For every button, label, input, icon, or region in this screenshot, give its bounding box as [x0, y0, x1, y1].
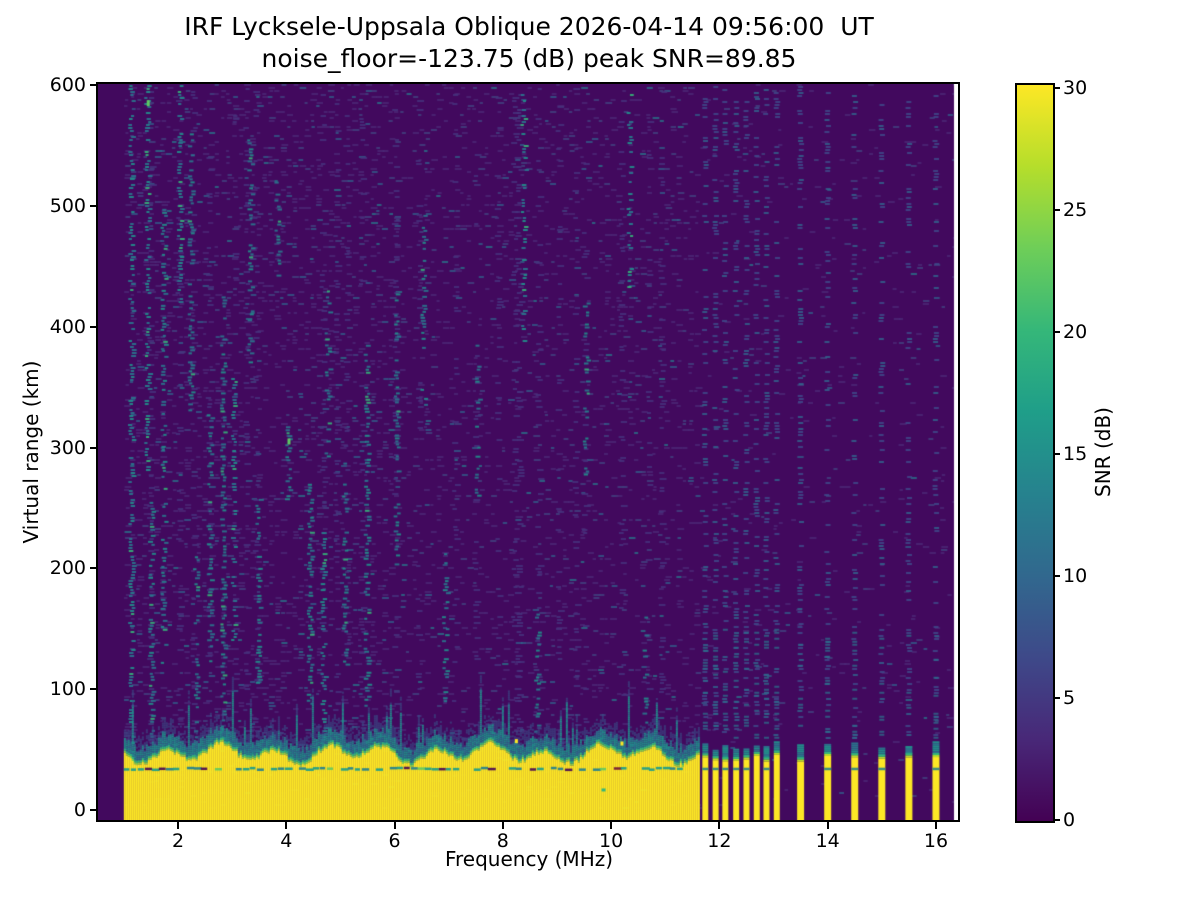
colorbar-tick-mark: [1055, 87, 1060, 89]
colorbar-tick-label: 15: [1063, 443, 1088, 465]
y-tick-mark: [90, 446, 97, 449]
y-tick-label: 0: [73, 799, 86, 821]
colorbar-tick-label: 25: [1063, 199, 1088, 221]
y-tick-mark: [90, 567, 97, 570]
colorbar-label: SNR (dB): [1091, 407, 1115, 497]
y-tick-label: 500: [49, 194, 86, 217]
x-tick-label: 14: [815, 830, 840, 852]
y-tick-label: 200: [49, 557, 86, 580]
x-tick-label: 12: [707, 830, 732, 852]
colorbar-tick-label: 30: [1063, 77, 1088, 99]
y-tick-mark: [90, 809, 97, 811]
chart-title: IRF Lycksele-Uppsala Oblique 2026-04-14 …: [184, 12, 874, 41]
colorbar-tick-mark: [1055, 575, 1060, 577]
y-tick-label: 400: [49, 315, 86, 338]
colorbar-tick-label: 10: [1063, 565, 1088, 587]
x-tick-mark: [826, 822, 829, 829]
x-tick-mark: [934, 822, 937, 829]
colorbar-tick-mark: [1055, 209, 1060, 211]
colorbar-tick-label: 5: [1063, 687, 1076, 709]
colorbar-gradient: [1017, 85, 1053, 821]
x-tick-label: 16: [923, 830, 949, 852]
x-tick-label: 2: [171, 830, 185, 852]
x-tick-label: 6: [388, 830, 401, 852]
chart-subtitle: noise_floor=-123.75 (dB) peak SNR=89.85: [261, 44, 797, 73]
x-tick-mark: [393, 822, 396, 829]
colorbar-tick-label: 0: [1063, 809, 1076, 831]
colorbar-tick-mark: [1055, 331, 1060, 333]
y-tick-mark: [90, 204, 97, 207]
colorbar-tick-mark: [1055, 697, 1060, 699]
x-tick-mark: [501, 822, 504, 829]
x-axis-label: Frequency (MHz): [444, 847, 614, 871]
colorbar-frame: [1015, 83, 1055, 823]
colorbar-tick-mark: [1055, 453, 1060, 455]
y-tick-label: 100: [49, 678, 86, 701]
x-tick-mark: [285, 822, 288, 829]
y-tick-mark: [90, 325, 97, 328]
colorbar-tick-label: 20: [1063, 321, 1088, 343]
x-tick-label: 10: [599, 830, 624, 852]
y-tick-label: 600: [49, 74, 86, 97]
x-tick-mark: [610, 822, 613, 829]
x-tick-label: 8: [496, 830, 509, 852]
y-tick-label: 300: [49, 436, 86, 459]
colorbar-tick-mark: [1055, 819, 1060, 821]
x-tick-label: 4: [280, 830, 293, 852]
x-tick-mark: [718, 822, 721, 829]
x-tick-mark: [177, 822, 179, 829]
y-tick-mark: [90, 688, 97, 691]
y-tick-mark: [90, 84, 97, 87]
heatmap-canvas: [98, 84, 958, 820]
